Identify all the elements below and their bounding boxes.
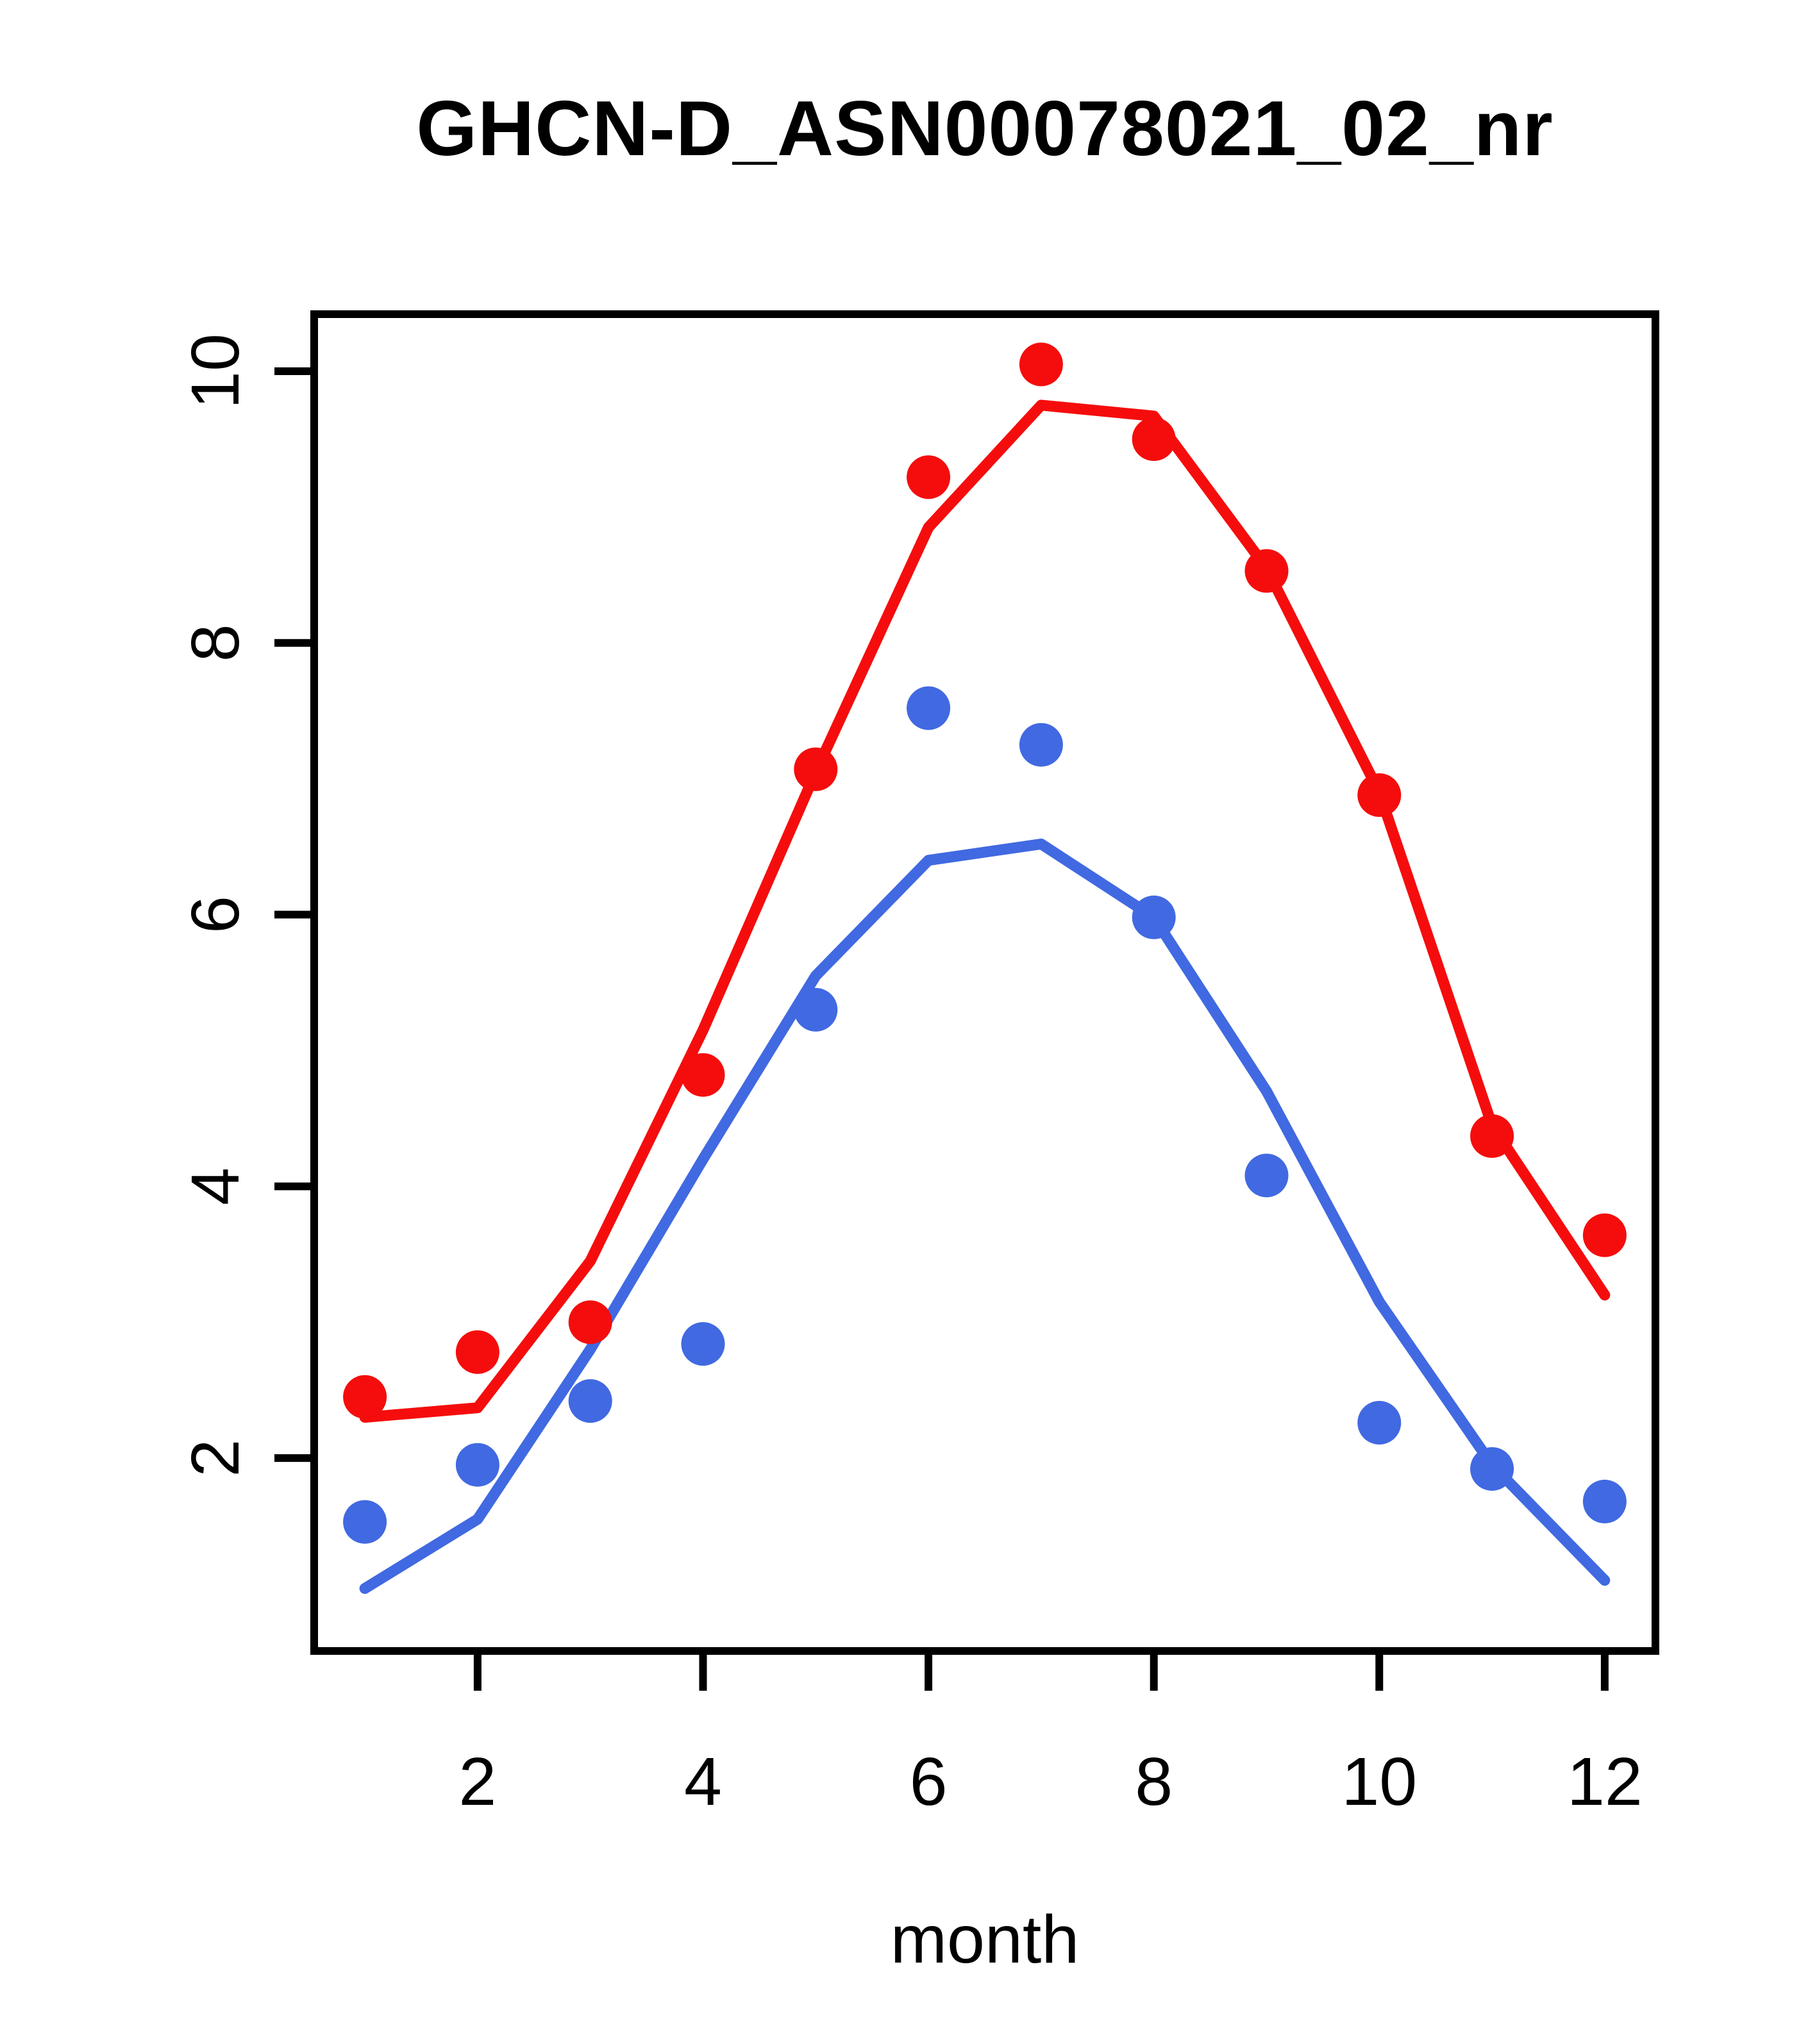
x-axis-title: month [890,1902,1080,1977]
y-tick-label: 4 [178,1168,253,1205]
blue-points-marker [1582,1479,1627,1523]
blue-points-marker [568,1379,612,1423]
x-tick-label: 12 [1567,1744,1643,1820]
blue-points-marker [681,1322,725,1366]
x-tick-label: 2 [458,1744,496,1820]
x-tick-label: 10 [1341,1744,1417,1820]
y-tick-label: 6 [178,896,253,934]
red-points-marker [568,1300,612,1345]
red-points-marker [1357,773,1402,817]
blue-points-marker [1470,1447,1514,1491]
blue-points [343,686,1627,1544]
blue-points-marker [907,686,951,730]
red-points-marker [1132,417,1176,461]
red-points-marker [794,747,838,791]
blue-fit-line-path [359,838,1611,1595]
red-points-marker [681,1053,725,1097]
red-points-marker [1470,1114,1514,1158]
chart-title: GHCN-D_ASN00078021_02_nr [416,85,1553,172]
red-points-marker [1019,342,1063,387]
y-tick-label: 8 [178,624,253,662]
red-points-marker [1244,549,1289,593]
red-points-marker [907,455,951,499]
y-tick-label: 2 [178,1439,253,1477]
y-tick-label: 10 [178,333,253,409]
red-points [343,342,1627,1419]
blue-fit-line [359,838,1611,1595]
blue-points-marker [1019,723,1063,767]
blue-points-marker [794,987,838,1032]
x-tick-label: 8 [1135,1744,1173,1820]
y-axis: 2 4 6 8 10 [178,333,314,1477]
red-fit-line [359,399,1611,1423]
blue-points-marker [343,1500,387,1544]
x-tick-label: 4 [684,1744,722,1820]
blue-points-marker [455,1443,499,1487]
plot-box [310,310,1659,1655]
red-points-marker [455,1330,499,1374]
blue-points-marker [1244,1153,1289,1198]
x-axis: 2 4 6 8 10 12 [458,1651,1643,1820]
red-points-marker [343,1375,387,1419]
red-points-marker [1582,1213,1627,1257]
blue-points-marker [1132,895,1176,939]
x-tick-label: 6 [910,1744,948,1820]
blue-points-marker [1357,1401,1402,1445]
red-fit-line-path [359,399,1611,1423]
